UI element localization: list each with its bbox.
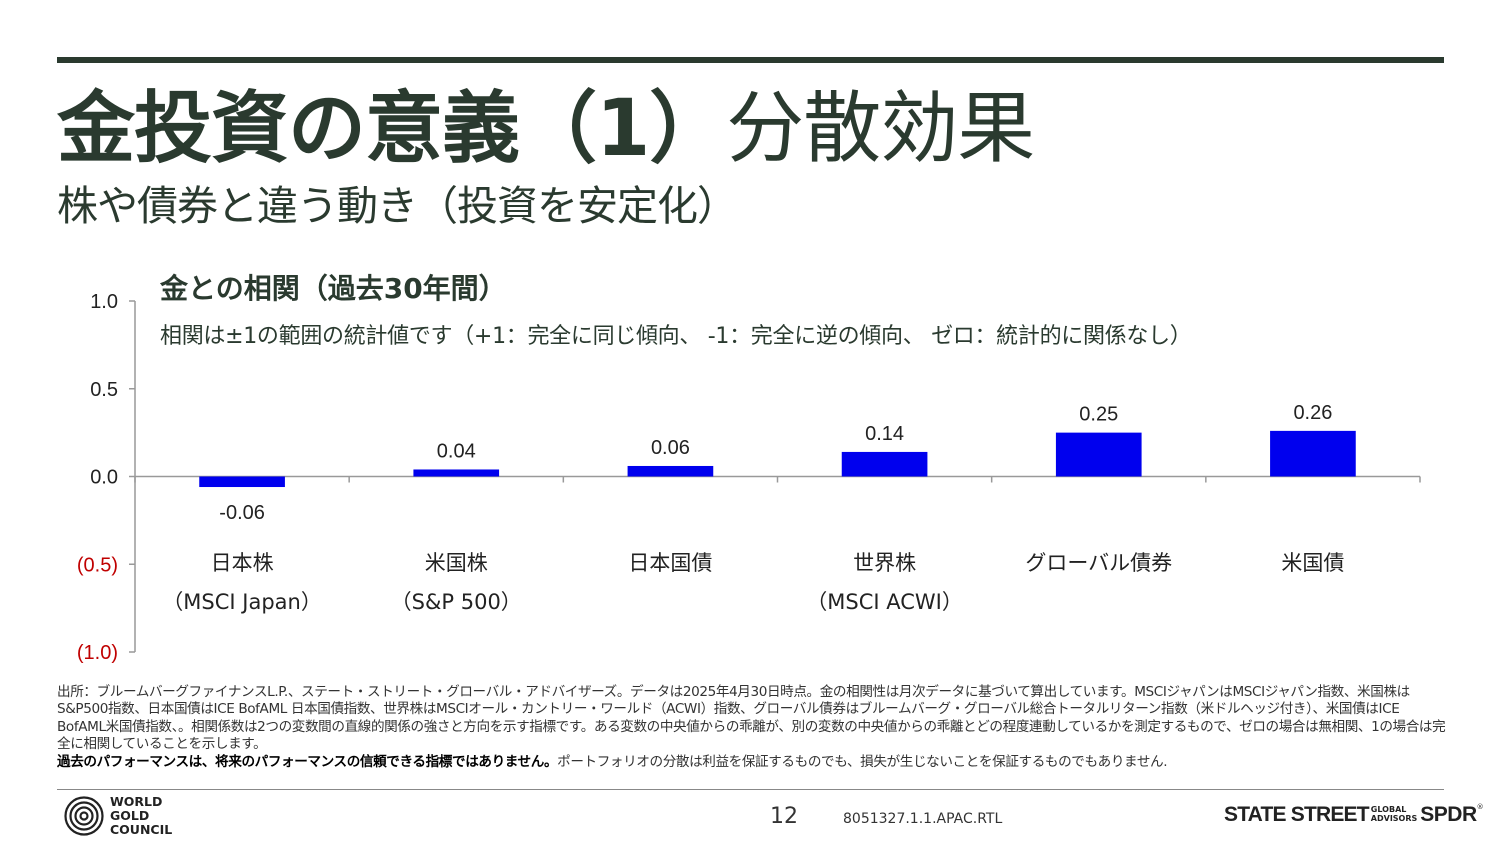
- page-number: 12: [770, 804, 798, 829]
- bar: [627, 465, 714, 477]
- bar-data-label: -0.06: [219, 502, 265, 524]
- bar-data-label: 0.06: [651, 437, 690, 459]
- brand-sub-line: GLOBAL: [1370, 805, 1407, 814]
- disclaimer-rest: ポートフォリオの分散は利益を保証するものでも、損失が生じないことを保証するもので…: [557, 753, 1168, 770]
- category-label: 世界株: [853, 551, 916, 575]
- y-tick-label: 1.0: [90, 291, 118, 313]
- logo-line: COUNCIL: [110, 822, 173, 837]
- category-label: 日本国債: [628, 551, 712, 575]
- page-subtitle: 株や債券と違う動き（投資を安定化）: [57, 182, 738, 230]
- page-title: 金投資の意義（1）分散効果: [57, 84, 1035, 174]
- bar-data-label: 0.14: [865, 423, 904, 445]
- bar-data-label: 0.04: [437, 440, 476, 462]
- bar-data-label: 0.25: [1079, 404, 1118, 426]
- category-label: 米国株: [425, 551, 488, 575]
- y-tick-label: (1.0): [77, 642, 118, 664]
- category-sublabel: （S&P 500）: [391, 590, 522, 614]
- state-street-spdr-logo: STATE STREET GLOBAL ADVISORS SPDR®: [1224, 803, 1484, 827]
- correlation-bar-chart: 1.0 0.5 0.0 (0.5) (1.0) -0.06 日本株 （MSCI Japan） 0…: [77, 291, 1421, 664]
- document-code: 8051327.1.1.APAC.RTL: [843, 811, 1003, 827]
- header-rule: [57, 57, 1444, 63]
- chart-note: 相関は±1の範囲の統計値です（+1：完全に同じ傾向、 -1：完全に逆の傾向、 ゼ…: [160, 324, 1192, 349]
- world-gold-council-logo-icon: [64, 796, 104, 836]
- source-text: 出所：ブルームバーグファイナンスL.P.、ステート・ストリート・グローバル・アド…: [57, 684, 1446, 753]
- logo-text: WORLD GOLD COUNCIL: [110, 795, 172, 837]
- logo-line: WORLD: [110, 794, 163, 809]
- logo-line: GOLD: [110, 808, 150, 823]
- disclaimer-bold: 過去のパフォーマンスは、将来のパフォーマンスの信頼できる指標ではありません。: [57, 753, 558, 770]
- bar-data-label: 0.26: [1293, 402, 1332, 424]
- bar: [199, 476, 285, 488]
- brand-sub: GLOBAL ADVISORS: [1371, 805, 1417, 823]
- brand-main: STATE STREET: [1224, 803, 1370, 826]
- bar: [1270, 430, 1356, 477]
- brand-sub-line: ADVISORS: [1370, 814, 1418, 823]
- footer-rule: [57, 789, 1444, 790]
- y-tick-label: 0.5: [90, 379, 118, 401]
- bar: [841, 451, 928, 477]
- bar: [1055, 432, 1142, 477]
- category-label: グローバル債券: [1025, 551, 1172, 575]
- brand-reg: ®: [1476, 803, 1484, 811]
- bar: [413, 469, 500, 477]
- page-title-light: 分散効果: [726, 84, 1035, 174]
- source-notes: 出所：ブルームバーグファイナンスL.P.、ステート・ストリート・グローバル・アド…: [57, 684, 1447, 771]
- category-label: 米国債: [1281, 551, 1344, 575]
- brand-spdr: SPDR: [1420, 803, 1477, 826]
- page-title-bold: 金投資の意義（1）: [57, 84, 727, 174]
- y-tick-label: 0.0: [90, 467, 118, 489]
- chart-title: 金との相関（過去30年間）: [160, 272, 507, 305]
- category-sublabel: （MSCI ACWI）: [806, 590, 963, 614]
- y-tick-label: (0.5): [77, 554, 118, 576]
- category-label: 日本株: [211, 551, 274, 575]
- category-sublabel: （MSCI Japan）: [162, 590, 322, 614]
